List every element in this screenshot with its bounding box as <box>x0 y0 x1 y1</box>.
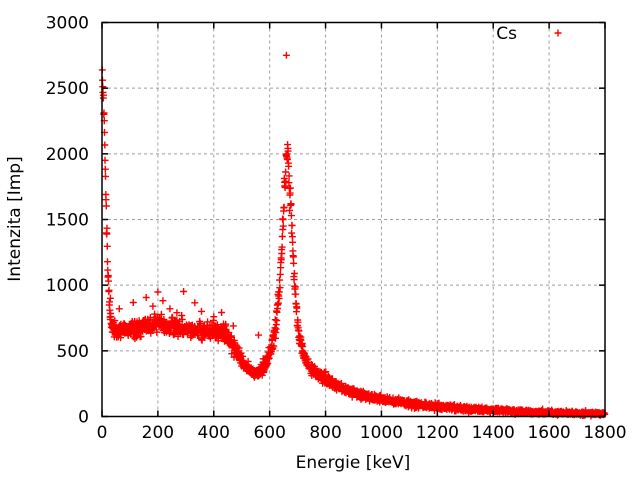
x-axis-title: Energie [keV] <box>296 453 411 473</box>
svg-text:0: 0 <box>78 408 89 428</box>
legend-plus-marker-icon <box>554 29 562 37</box>
y-axis-title: Intenzita [Imp] <box>5 156 25 281</box>
svg-text:500: 500 <box>57 342 89 362</box>
svg-text:1600: 1600 <box>527 423 570 443</box>
svg-text:2000: 2000 <box>46 145 89 165</box>
svg-text:2500: 2500 <box>46 79 89 99</box>
svg-text:0: 0 <box>97 423 108 443</box>
svg-text:1000: 1000 <box>46 276 89 296</box>
svg-text:400: 400 <box>198 423 230 443</box>
svg-text:3000: 3000 <box>46 14 89 34</box>
svg-text:800: 800 <box>309 423 341 443</box>
svg-text:200: 200 <box>142 423 174 443</box>
legend-label-cs: Cs <box>496 24 517 44</box>
legend: Cs <box>496 24 562 44</box>
x-axis-tick-labels: 0 200 400 600 800 1000 1200 1400 1600 1800 <box>97 423 627 443</box>
svg-text:1200: 1200 <box>416 423 459 443</box>
svg-text:1800: 1800 <box>583 423 626 443</box>
svg-text:1500: 1500 <box>46 211 89 231</box>
svg-text:1000: 1000 <box>360 423 403 443</box>
svg-text:1400: 1400 <box>472 423 515 443</box>
y-axis-tick-labels: 0 500 1000 1500 2000 2500 3000 <box>46 14 89 428</box>
plot-border-and-ticks <box>101 21 606 418</box>
svg-text:600: 600 <box>253 423 285 443</box>
